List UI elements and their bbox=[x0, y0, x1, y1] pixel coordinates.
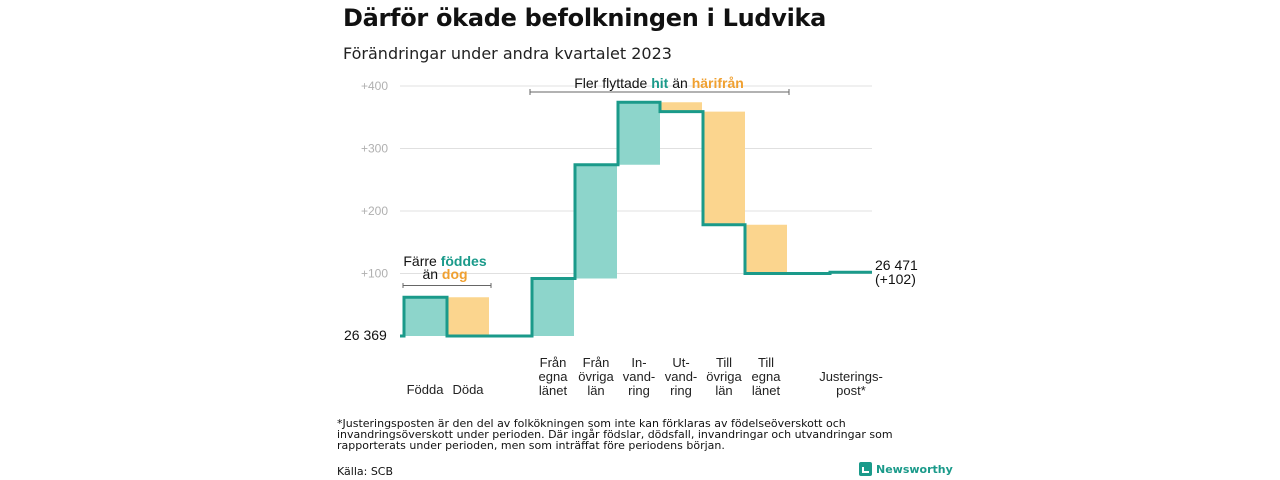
category-label-3-0: Från bbox=[583, 355, 610, 370]
category-label-7-0: Till bbox=[758, 355, 774, 370]
category-label-1-0: Döda bbox=[452, 382, 484, 397]
footnote: *Justeringsposten är den del av folkökni… bbox=[337, 417, 893, 452]
y-tick-label-0: +100 bbox=[361, 267, 388, 281]
category-label-3-1: övriga bbox=[578, 369, 614, 384]
y-tick-label-1: +200 bbox=[361, 204, 388, 218]
category-label-0-0: Födda bbox=[407, 382, 445, 397]
category-label-4-1: vand- bbox=[623, 369, 656, 384]
bar-1 bbox=[447, 297, 489, 336]
end-value-label: 26 471 bbox=[875, 257, 918, 273]
category-label-2-1: egna bbox=[539, 369, 569, 384]
end-change-label: (+102) bbox=[875, 271, 916, 287]
category-label-4-2: ring bbox=[628, 383, 650, 398]
bar-5 bbox=[660, 102, 702, 112]
brand-name: Newsworthy bbox=[876, 462, 953, 476]
bars-group bbox=[404, 102, 872, 336]
newsworthy-logo-icon bbox=[859, 462, 872, 476]
annotation-births-bracket bbox=[402, 283, 492, 288]
chart-subtitle: Förändringar under andra kvartalet 2023 bbox=[343, 44, 672, 63]
bar-7 bbox=[745, 224, 787, 274]
category-label-6-2: län bbox=[715, 383, 732, 398]
step-line bbox=[400, 100, 872, 338]
chart-title: Därför ökade befolkningen i Ludvika bbox=[343, 4, 827, 32]
bar-6 bbox=[703, 111, 745, 225]
waterfall-chart: +100+200+300+400 Födda DödaFrånegnalänetF… bbox=[344, 75, 918, 398]
annotation-migration: Fler flyttade hit än härifrån bbox=[529, 75, 790, 95]
y-tick-label-2: +300 bbox=[361, 142, 388, 156]
start-value-label: 26 369 bbox=[344, 327, 387, 343]
step-line-group bbox=[400, 100, 872, 338]
category-label-5-0: Ut- bbox=[672, 355, 689, 370]
category-label-2-0: Från bbox=[540, 355, 567, 370]
category-label-6-0: Till bbox=[716, 355, 732, 370]
annotation-migration-text: Fler flyttade hit än härifrån bbox=[574, 75, 744, 91]
category-label-7-1: egna bbox=[752, 369, 782, 384]
category-label-5-2: ring bbox=[670, 383, 692, 398]
y-tick-label-3: +400 bbox=[361, 79, 388, 93]
category-label-6-1: övriga bbox=[706, 369, 742, 384]
annotation-migration-bracket bbox=[529, 89, 790, 95]
labels-group: Födda DödaFrånegnalänetFrånövrigalänIn-va… bbox=[407, 355, 883, 398]
category-label-5-1: vand- bbox=[665, 369, 698, 384]
category-label-3-2: län bbox=[587, 383, 604, 398]
category-label-2-2: länet bbox=[539, 383, 568, 398]
category-label-8-0: Justerings- bbox=[819, 369, 883, 384]
brand: Newsworthy bbox=[859, 462, 953, 476]
category-label-4-0: In- bbox=[631, 355, 646, 370]
bar-4 bbox=[618, 102, 660, 165]
source: Källa: SCB bbox=[337, 465, 394, 478]
annotation-births-line1: Färre föddes bbox=[403, 253, 486, 269]
bar-0 bbox=[404, 297, 446, 336]
category-label-8-1: post* bbox=[836, 383, 866, 398]
bar-2 bbox=[532, 278, 574, 336]
annotation-births-line2: än dog bbox=[422, 266, 467, 282]
bar-3 bbox=[575, 164, 617, 279]
annotation-births: Färre föddes än dog bbox=[402, 253, 492, 288]
category-label-7-2: länet bbox=[752, 383, 781, 398]
